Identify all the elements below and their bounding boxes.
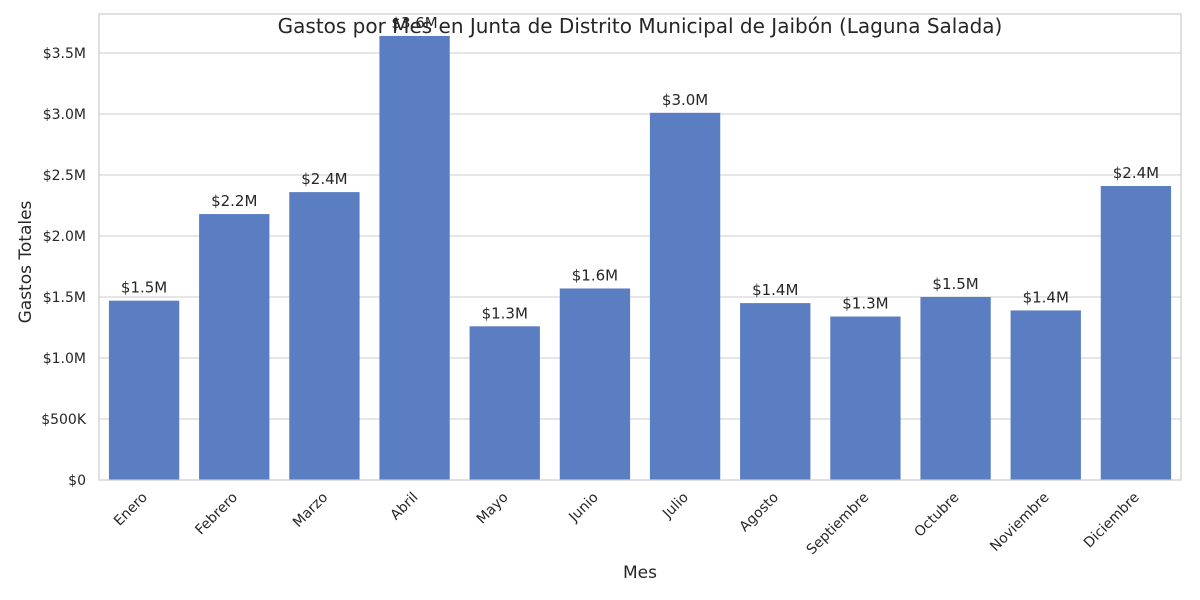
bar-value-label: $1.6M: [572, 266, 618, 284]
bar: [740, 303, 811, 480]
y-tick-label: $1.5M: [43, 290, 86, 306]
bar-value-label: $2.4M: [301, 170, 347, 188]
bar-value-label: $2.2M: [211, 192, 257, 210]
bars: [108, 35, 1172, 481]
bar: [1100, 186, 1172, 480]
y-tick-label: $500K: [41, 412, 87, 428]
y-tick-label: $3.0M: [43, 107, 86, 123]
y-tick-label: $2.5M: [43, 168, 86, 184]
bar-value-label: $1.3M: [482, 304, 528, 322]
x-tick-label: Mayo: [474, 490, 512, 528]
x-tick-label: Enero: [111, 490, 151, 530]
bar-value-label: $1.4M: [1023, 288, 1069, 306]
y-tick-label: $2.0M: [43, 229, 86, 245]
bar-value-label: $2.4M: [1113, 164, 1159, 182]
x-axis-ticks: Enero Febrero Marzo Abril Mayo Junio Julio Agos…: [111, 490, 1143, 559]
bar: [469, 326, 540, 480]
bar-value-label: $1.5M: [121, 279, 167, 297]
bar: [559, 288, 631, 480]
bar-value-label: $3.6M: [391, 14, 437, 32]
bar: [649, 112, 721, 480]
bar: [108, 300, 180, 480]
bar: [379, 35, 450, 480]
y-tick-label: $3.5M: [43, 46, 86, 62]
x-tick-label: Octubre: [911, 490, 962, 541]
x-tick-label: Marzo: [290, 490, 331, 531]
bar: [199, 214, 270, 481]
chart-title: Gastos por Mes en Junta de Distrito Muni…: [278, 14, 1003, 38]
x-tick-label: Noviembre: [987, 490, 1052, 555]
y-tick-label: $1.0M: [43, 351, 86, 367]
bar-value-labels: $1.5M $2.2M $2.4M $3.6M $1.3M $1.6M $3.0M $1.4M…: [121, 14, 1159, 322]
x-tick-label: Junio: [565, 490, 601, 526]
bar: [289, 192, 360, 480]
bar: [920, 297, 991, 480]
x-tick-label: Julio: [659, 490, 692, 523]
gridlines: [99, 52, 1181, 481]
bar: [1010, 310, 1081, 480]
y-axis-ticks: $0 $500K $1.0M $1.5M $2.0M $2.5M $3.0M $3.5M: [41, 46, 87, 489]
x-tick-label: Septiembre: [804, 490, 873, 559]
y-axis-label: Gastos Totales: [16, 200, 36, 323]
bar: [830, 316, 901, 480]
bar-value-label: $1.5M: [932, 275, 978, 293]
bar-value-label: $1.4M: [752, 281, 798, 299]
x-tick-label: Diciembre: [1081, 490, 1143, 552]
bar-value-label: $3.0M: [662, 91, 708, 109]
x-tick-label: Febrero: [192, 490, 241, 539]
y-tick-label: $0: [68, 473, 86, 489]
bar-value-label: $1.3M: [842, 295, 888, 313]
x-tick-label: Agosto: [737, 490, 783, 536]
x-axis-label: Mes: [623, 563, 657, 583]
x-tick-label: Abril: [387, 490, 421, 524]
plot-frame: [98, 13, 1182, 481]
